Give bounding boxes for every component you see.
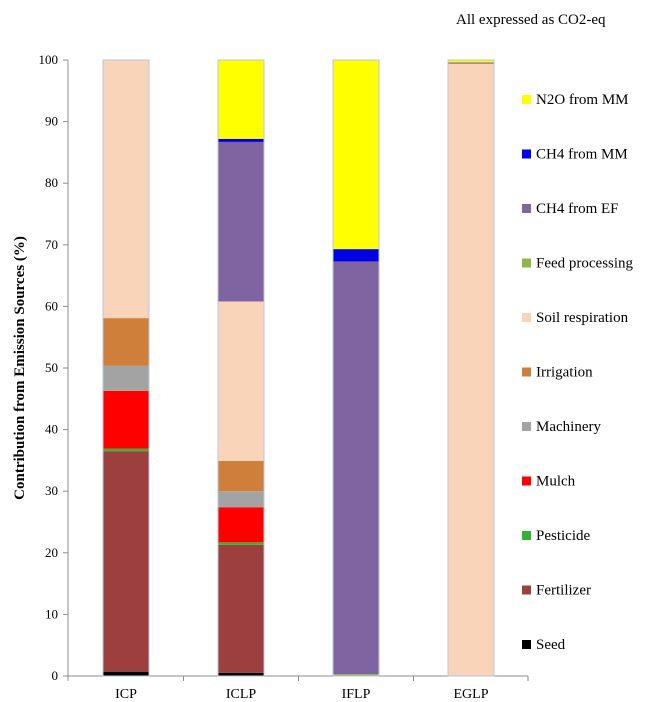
bar-segment-iclp-mulch [218, 507, 264, 543]
bar-segment-iflp-ch4-from-mm [333, 249, 379, 262]
legend-swatch-n2o-from-mm [522, 95, 531, 104]
legend-swatch-irrigation [522, 367, 531, 377]
bar-segment-iclp-ch4-from-mm [218, 138, 264, 142]
legend-label-irrigation: Irrigation [536, 365, 593, 381]
legend-swatch-seed [522, 640, 531, 649]
legend-swatch-soil-respiration [522, 313, 531, 322]
x-tick-label-iflp: IFLP [342, 687, 371, 702]
bar-segment-iclp-soil-respiration [218, 301, 264, 462]
legend-swatch-mulch [522, 476, 531, 486]
co2-eq-note: All expressed as CO2-eq [456, 12, 606, 28]
legend-label-seed: Seed [536, 637, 566, 653]
y-tick-label: 90 [45, 114, 58, 129]
bar-segment-iclp-irrigation [218, 461, 264, 492]
bar-segment-icp-pesticide [103, 448, 149, 452]
legend-label-machinery: Machinery [536, 419, 601, 435]
bar-outline-eglp [447, 59, 495, 677]
bar-outline-iclp [217, 59, 265, 677]
legend-label-ch4-from-mm: CH4 from MM [536, 147, 628, 163]
y-tick-label: 80 [45, 175, 58, 190]
legend-swatch-ch4-from-mm [522, 149, 531, 159]
y-tick-label: 60 [45, 298, 58, 313]
x-tick-label-icp: ICP [115, 687, 137, 702]
y-axis-label: Contribution from Emission Sources (%) [12, 236, 28, 500]
legend-swatch-feed-processing [522, 258, 531, 268]
bar-segment-icp-fertilizer [103, 451, 149, 672]
y-tick-label: 0 [52, 668, 59, 683]
legend-swatch-ch4-from-ef [522, 204, 531, 213]
bar-segment-icp-machinery [103, 365, 149, 391]
plot-area: 0 10 20 30 40 50 60 70 80 90 100 ICP ICLP IFLP EGLP [39, 52, 529, 702]
y-tick-label: 10 [45, 606, 58, 621]
bar-segment-icp-mulch [103, 390, 149, 449]
x-tick-label-eglp: EGLP [454, 687, 489, 702]
bar-segment-iflp-feed-processing [333, 674, 379, 676]
legend-label-soil-respiration: Soil respiration [536, 310, 629, 326]
bar-segment-iclp-n2o-from-mm [218, 60, 264, 139]
y-tick-label: 100 [39, 52, 59, 67]
legend-label-pesticide: Pesticide [536, 528, 590, 544]
bar-segment-eglp-n2o-from-mm [448, 60, 494, 63]
legend-label-fertilizer: Fertilizer [536, 583, 591, 599]
legend-label-n2o-from-mm: N2O from MM [536, 92, 629, 108]
bar-segment-iclp-seed [218, 672, 264, 676]
legend-label-mulch: Mulch [536, 474, 576, 490]
bar-segment-eglp-ch4-from-ef [448, 62, 494, 64]
y-tick-label: 50 [45, 360, 58, 375]
bar-outline-iflp [332, 59, 380, 677]
y-tick-label: 30 [45, 483, 58, 498]
bar-segment-iflp-n2o-from-mm [333, 60, 379, 250]
bar-segment-icp-irrigation [103, 318, 149, 366]
y-tick-label: 40 [45, 422, 58, 437]
legend-label-ch4-from-ef: CH4 from EF [536, 201, 619, 217]
bar-segment-iflp-ch4-from-ef [333, 261, 379, 675]
bar-segment-eglp-soil-respiration [448, 63, 494, 677]
bar-segment-iclp-machinery [218, 491, 264, 508]
legend-swatch-machinery [522, 422, 531, 431]
y-tick-label: 20 [45, 545, 58, 560]
bar-segment-iclp-ch4-from-ef [218, 141, 264, 302]
legend-label-feed-processing: Feed processing [536, 256, 634, 272]
y-tick-label: 70 [45, 237, 58, 252]
bar-segment-icp-soil-respiration [103, 60, 149, 319]
bar-segment-icp-seed [103, 671, 149, 676]
x-tick-label-iclp: ICLP [226, 687, 257, 702]
legend-swatch-fertilizer [522, 585, 531, 595]
bar-outline-icp [102, 59, 150, 677]
legend-swatch-pesticide [522, 531, 531, 540]
legend: N2O from MM CH4 from MM CH4 from EF Feed pr… [522, 92, 634, 653]
bar-segment-iclp-pesticide [218, 542, 264, 545]
bar-segment-iclp-fertilizer [218, 544, 264, 673]
